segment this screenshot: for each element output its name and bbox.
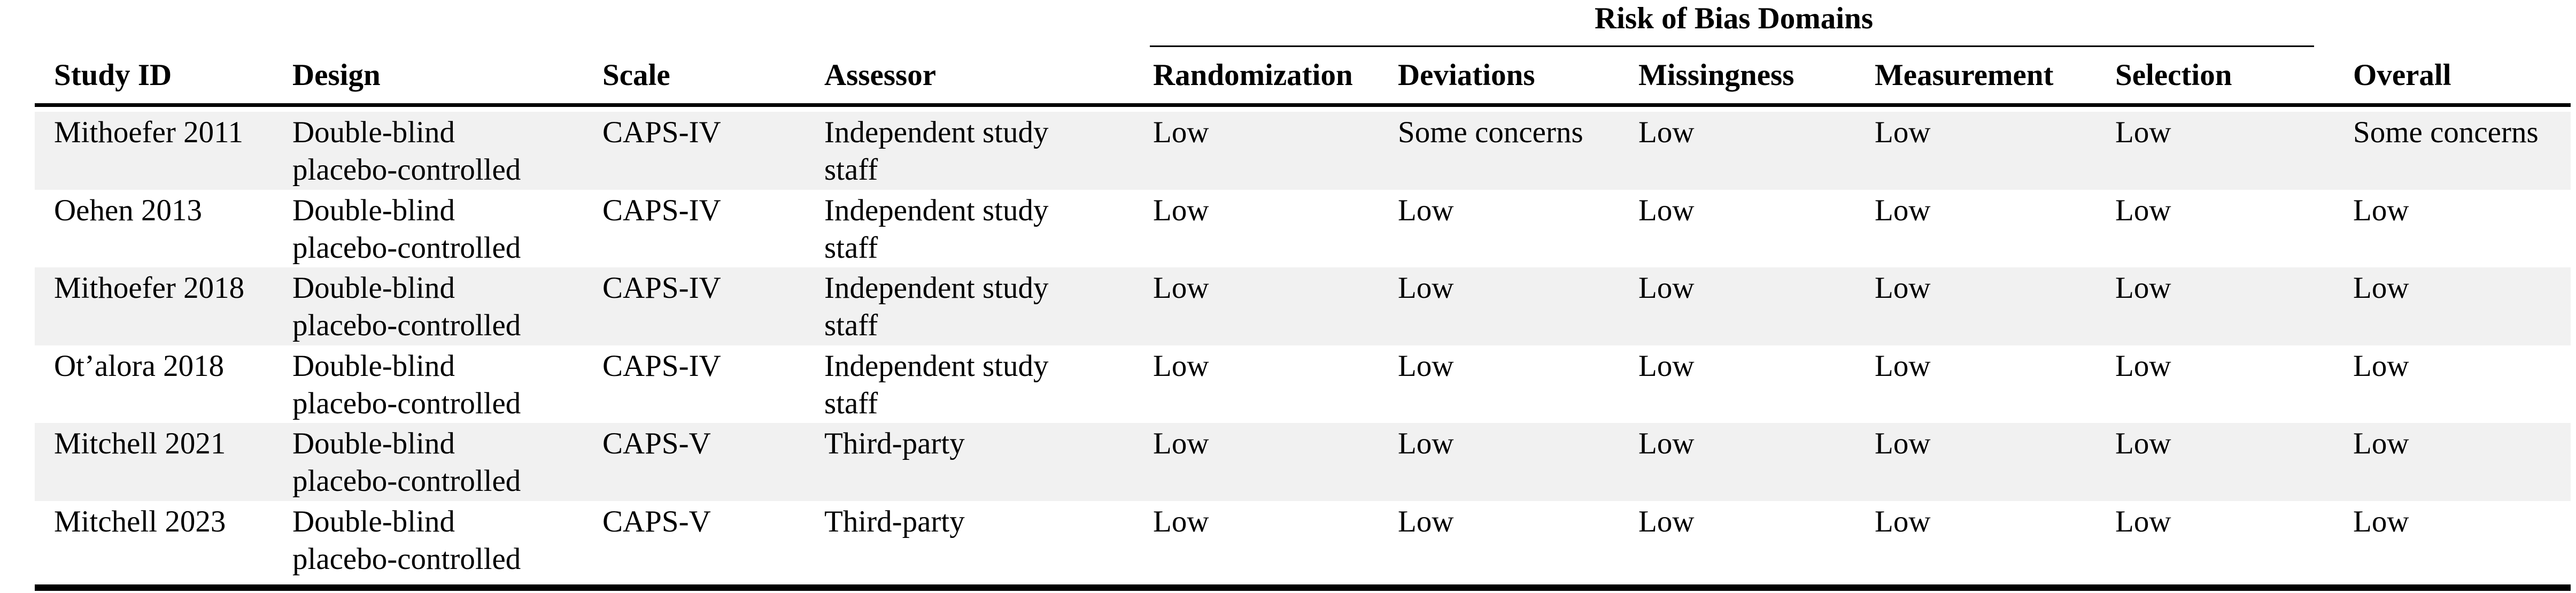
cell-study-id: Mitchell 2021 — [54, 427, 226, 460]
cell-overall: Low — [2353, 504, 2409, 538]
cell-selection: Low — [2115, 271, 2171, 305]
cell-measurement: Low — [1875, 427, 1931, 460]
cell-missingness: Low — [1638, 349, 1695, 383]
cell-missingness: Low — [1638, 271, 1695, 305]
cell-study-id: Mithoefer 2011 — [54, 115, 244, 149]
col-header-measurement: Measurement — [1855, 47, 2096, 107]
cell-study-id: Ot’alora 2018 — [54, 349, 225, 383]
cell-selection: Low — [2115, 504, 2171, 538]
cell-overall: Some concerns — [2353, 115, 2539, 149]
cell-assessor: Independent study staff — [824, 349, 1049, 420]
cell-assessor: Independent study staff — [824, 193, 1049, 265]
span-header-row: Risk of Bias Domains — [35, 0, 2571, 47]
spacer-cell — [35, 105, 2571, 112]
cell-scale: CAPS-IV — [602, 115, 721, 149]
table-row: Mithoefer 2011 Double-blind placebo-cont… — [35, 112, 2571, 190]
cell-overall: Low — [2353, 193, 2409, 227]
col-header-assessor: Assessor — [805, 47, 1134, 107]
cell-missingness: Low — [1638, 115, 1695, 149]
cell-measurement: Low — [1875, 504, 1931, 538]
col-header-randomization: Randomization — [1134, 47, 1379, 107]
table-row: Mitchell 2023 Double-blind placebo-contr… — [35, 501, 2571, 579]
cell-scale: CAPS-V — [602, 427, 711, 460]
cell-study-id: Oehen 2013 — [54, 193, 203, 227]
col-header-missingness: Missingness — [1619, 47, 1855, 107]
cell-selection: Low — [2115, 427, 2171, 460]
cell-selection: Low — [2115, 193, 2171, 227]
cell-scale: CAPS-IV — [602, 193, 721, 227]
cell-measurement: Low — [1875, 271, 1931, 305]
cell-study-id: Mithoefer 2018 — [54, 271, 245, 305]
table-row: Mithoefer 2018 Double-blind placebo-cont… — [35, 267, 2571, 345]
cell-randomization: Low — [1153, 504, 1209, 538]
col-header-deviations: Deviations — [1379, 47, 1619, 107]
cell-deviations: Low — [1398, 349, 1454, 383]
col-header-selection: Selection — [2096, 47, 2334, 107]
cell-overall: Low — [2353, 271, 2409, 305]
cell-randomization: Low — [1153, 349, 1209, 383]
col-header-design: Design — [273, 47, 583, 107]
cell-missingness: Low — [1638, 193, 1695, 227]
cell-randomization: Low — [1153, 193, 1209, 227]
cell-scale: CAPS-V — [602, 504, 711, 538]
cell-missingness: Low — [1638, 504, 1695, 538]
cell-overall: Low — [2353, 349, 2409, 383]
cell-measurement: Low — [1875, 193, 1931, 227]
spacer-row — [35, 105, 2571, 112]
span-header-empty-right — [2334, 0, 2571, 47]
cell-randomization: Low — [1153, 115, 1209, 149]
cell-design: Double-blind placebo-controlled — [292, 504, 521, 576]
table-row: Mitchell 2021 Double-blind placebo-contr… — [35, 423, 2571, 501]
span-header-rule — [1150, 45, 2314, 47]
cell-missingness: Low — [1638, 427, 1695, 460]
column-header-row: Study ID Design Scale Assessor Randomiza… — [35, 47, 2571, 107]
table-bottom-rule — [35, 584, 2571, 591]
cell-design: Double-blind placebo-controlled — [292, 349, 521, 420]
col-header-study-id: Study ID — [35, 47, 273, 107]
span-header-label: Risk of Bias Domains — [1594, 2, 1873, 35]
cell-design: Double-blind placebo-controlled — [292, 271, 521, 342]
cell-assessor: Third-party — [824, 427, 965, 460]
cell-assessor: Independent study staff — [824, 271, 1049, 342]
cell-deviations: Low — [1398, 271, 1454, 305]
cell-measurement: Low — [1875, 115, 1931, 149]
table-row: Ot’alora 2018 Double-blind placebo-contr… — [35, 345, 2571, 423]
cell-design: Double-blind placebo-controlled — [292, 193, 521, 265]
cell-deviations: Low — [1398, 427, 1454, 460]
cell-assessor: Third-party — [824, 504, 965, 538]
cell-design: Double-blind placebo-controlled — [292, 115, 521, 187]
table-row: Oehen 2013 Double-blind placebo-controll… — [35, 190, 2571, 268]
cell-deviations: Low — [1398, 504, 1454, 538]
cell-scale: CAPS-IV — [602, 349, 721, 383]
col-header-scale: Scale — [583, 47, 805, 107]
cell-deviations: Low — [1398, 193, 1454, 227]
span-header-cell: Risk of Bias Domains — [1134, 0, 2334, 47]
cell-randomization: Low — [1153, 271, 1209, 305]
cell-scale: CAPS-IV — [602, 271, 721, 305]
cell-overall: Low — [2353, 427, 2409, 460]
span-header-empty-left — [35, 0, 1134, 47]
cell-deviations: Some concerns — [1398, 115, 1583, 149]
risk-of-bias-table: Risk of Bias Domains Study ID Design Sca… — [35, 0, 2571, 579]
cell-selection: Low — [2115, 115, 2171, 149]
cell-selection: Low — [2115, 349, 2171, 383]
cell-design: Double-blind placebo-controlled — [292, 427, 521, 498]
cell-study-id: Mitchell 2023 — [54, 504, 226, 538]
risk-of-bias-table-figure: Risk of Bias Domains Study ID Design Sca… — [35, 0, 2571, 591]
cell-randomization: Low — [1153, 427, 1209, 460]
cell-assessor: Independent study staff — [824, 115, 1049, 187]
col-header-overall: Overall — [2334, 47, 2571, 107]
cell-measurement: Low — [1875, 349, 1931, 383]
